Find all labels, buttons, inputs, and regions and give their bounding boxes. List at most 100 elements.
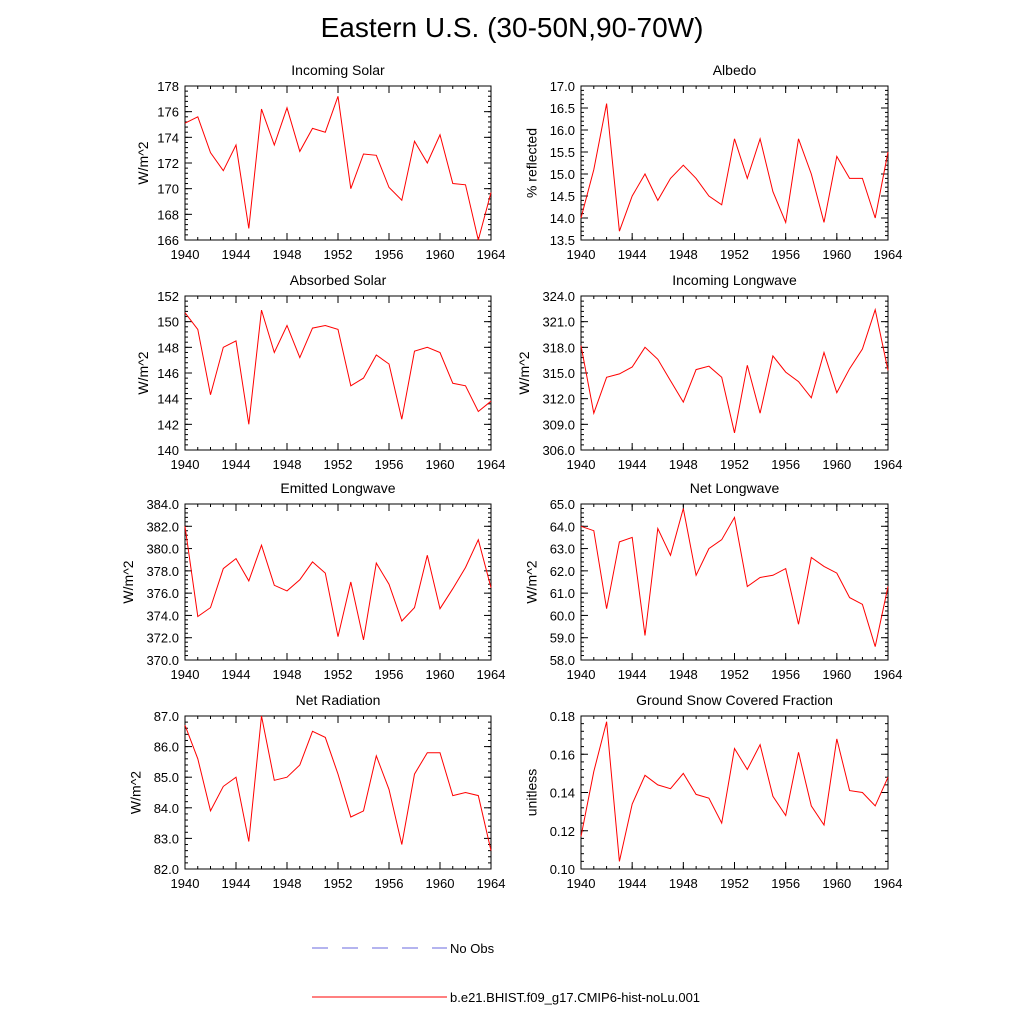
y-tick-label: 152 bbox=[157, 289, 179, 304]
legend-label-2: b.e21.BHIST.f09_g17.CMIP6-hist-noLu.001 bbox=[450, 990, 700, 1005]
y-tick-label: 65.0 bbox=[550, 497, 575, 512]
x-tick-label: 1940 bbox=[171, 247, 200, 262]
series-line bbox=[580, 721, 889, 862]
x-tick-label: 1956 bbox=[375, 457, 404, 472]
figure-title: Eastern U.S. (30-50N,90-70W) bbox=[320, 12, 704, 43]
panel-title: Albedo bbox=[713, 62, 757, 78]
panel-1: 1940 1944 1948 1952 1956 1960 1964 166 168 170 172… bbox=[135, 62, 505, 262]
x-tick-label: 1964 bbox=[477, 667, 506, 682]
x-tick-label: 1944 bbox=[618, 457, 647, 472]
series-line bbox=[184, 96, 492, 241]
y-tick-label: 178 bbox=[157, 79, 179, 94]
legend-label-1: No Obs bbox=[450, 941, 495, 956]
y-tick-label: 174 bbox=[157, 130, 179, 145]
x-tick-label: 1964 bbox=[477, 247, 506, 262]
x-tick-label: 1952 bbox=[720, 457, 749, 472]
y-tick-label: 16.0 bbox=[550, 123, 575, 138]
y-tick-label: 58.0 bbox=[550, 653, 575, 668]
x-tick-label: 1940 bbox=[171, 667, 200, 682]
y-tick-label: 0.12 bbox=[550, 824, 575, 839]
y-tick-label: 14.0 bbox=[550, 211, 575, 226]
panel-7: 1940 1944 1948 1952 1956 1960 1964 82.0 83.0 84.0… bbox=[128, 692, 506, 891]
y-tick-label: 376.0 bbox=[146, 586, 179, 601]
panel-title: Incoming Longwave bbox=[672, 272, 797, 288]
x-tick-label: 1940 bbox=[171, 876, 200, 891]
x-tick-label: 1948 bbox=[669, 457, 698, 472]
x-tick-label: 1952 bbox=[720, 876, 749, 891]
panel-6: 1940 1944 1948 1952 1956 1960 1964 58.0 59.0 60.0… bbox=[524, 480, 903, 682]
panel-5: 1940 1944 1948 1952 1956 1960 1964 370.0 372.0 37… bbox=[120, 480, 505, 682]
x-tick-label: 1940 bbox=[567, 876, 596, 891]
series-line bbox=[184, 715, 492, 851]
y-tick-label: 146 bbox=[157, 366, 179, 381]
x-tick-label: 1960 bbox=[426, 247, 455, 262]
x-tick-label: 1952 bbox=[720, 247, 749, 262]
plot-frame bbox=[580, 715, 889, 870]
y-tick-label: 16.5 bbox=[550, 101, 575, 116]
y-tick-label: 17.0 bbox=[550, 79, 575, 94]
y-tick-label: 142 bbox=[157, 417, 179, 432]
plot-frame bbox=[184, 85, 492, 241]
x-tick-label: 1940 bbox=[567, 457, 596, 472]
panel-title: Absorbed Solar bbox=[290, 272, 387, 288]
x-tick-label: 1940 bbox=[567, 247, 596, 262]
y-axis-label: W/m^2 bbox=[135, 351, 151, 394]
y-tick-label: 15.5 bbox=[550, 145, 575, 160]
plot-frame bbox=[184, 295, 492, 451]
y-tick-label: 140 bbox=[157, 443, 179, 458]
y-tick-label: 64.0 bbox=[550, 519, 575, 534]
y-tick-label: 62.0 bbox=[550, 564, 575, 579]
y-tick-label: 315.0 bbox=[542, 366, 575, 381]
x-tick-label: 1964 bbox=[477, 457, 506, 472]
x-tick-label: 1956 bbox=[771, 876, 800, 891]
panel-title: Emitted Longwave bbox=[280, 480, 395, 496]
panel-title: Ground Snow Covered Fraction bbox=[636, 692, 833, 708]
x-tick-label: 1948 bbox=[669, 667, 698, 682]
panel-title: Incoming Solar bbox=[291, 62, 385, 78]
y-tick-label: 170 bbox=[157, 182, 179, 197]
y-tick-label: 85.0 bbox=[154, 770, 179, 785]
y-tick-label: 166 bbox=[157, 233, 179, 248]
x-tick-label: 1948 bbox=[273, 247, 302, 262]
panel-3: 1940 1944 1948 1952 1956 1960 1964 140 142 144 146… bbox=[135, 272, 505, 472]
x-tick-label: 1960 bbox=[426, 667, 455, 682]
y-tick-label: 176 bbox=[157, 105, 179, 120]
y-tick-label: 13.5 bbox=[550, 233, 575, 248]
x-tick-label: 1944 bbox=[618, 876, 647, 891]
x-tick-label: 1956 bbox=[375, 247, 404, 262]
y-axis-label: unitless bbox=[524, 769, 540, 816]
series-line bbox=[184, 526, 492, 641]
x-tick-label: 1956 bbox=[771, 667, 800, 682]
x-tick-label: 1964 bbox=[874, 667, 903, 682]
y-tick-label: 0.18 bbox=[550, 709, 575, 724]
x-tick-label: 1944 bbox=[618, 247, 647, 262]
x-tick-label: 1960 bbox=[426, 457, 455, 472]
x-tick-label: 1960 bbox=[822, 457, 851, 472]
y-tick-label: 63.0 bbox=[550, 542, 575, 557]
x-tick-label: 1964 bbox=[874, 247, 903, 262]
y-tick-label: 374.0 bbox=[146, 608, 179, 623]
x-tick-label: 1944 bbox=[222, 667, 251, 682]
y-tick-label: 372.0 bbox=[146, 631, 179, 646]
x-tick-label: 1948 bbox=[273, 457, 302, 472]
x-tick-label: 1944 bbox=[222, 247, 251, 262]
y-tick-label: 59.0 bbox=[550, 631, 575, 646]
y-axis-label: W/m^2 bbox=[135, 141, 151, 184]
y-tick-label: 306.0 bbox=[542, 443, 575, 458]
x-tick-label: 1960 bbox=[426, 876, 455, 891]
legend: No Obs b.e21.BHIST.f09_g17.CMIP6-hist-noL… bbox=[312, 941, 700, 1005]
y-tick-label: 378.0 bbox=[146, 564, 179, 579]
y-tick-label: 86.0 bbox=[154, 740, 179, 755]
y-tick-label: 172 bbox=[157, 156, 179, 171]
y-tick-label: 87.0 bbox=[154, 709, 179, 724]
x-tick-label: 1964 bbox=[874, 876, 903, 891]
y-axis-label: W/m^2 bbox=[524, 560, 540, 603]
y-tick-label: 318.0 bbox=[542, 340, 575, 355]
x-tick-label: 1948 bbox=[273, 876, 302, 891]
x-tick-label: 1964 bbox=[874, 457, 903, 472]
y-tick-label: 370.0 bbox=[146, 653, 179, 668]
x-tick-label: 1964 bbox=[477, 876, 506, 891]
x-tick-label: 1952 bbox=[324, 667, 353, 682]
